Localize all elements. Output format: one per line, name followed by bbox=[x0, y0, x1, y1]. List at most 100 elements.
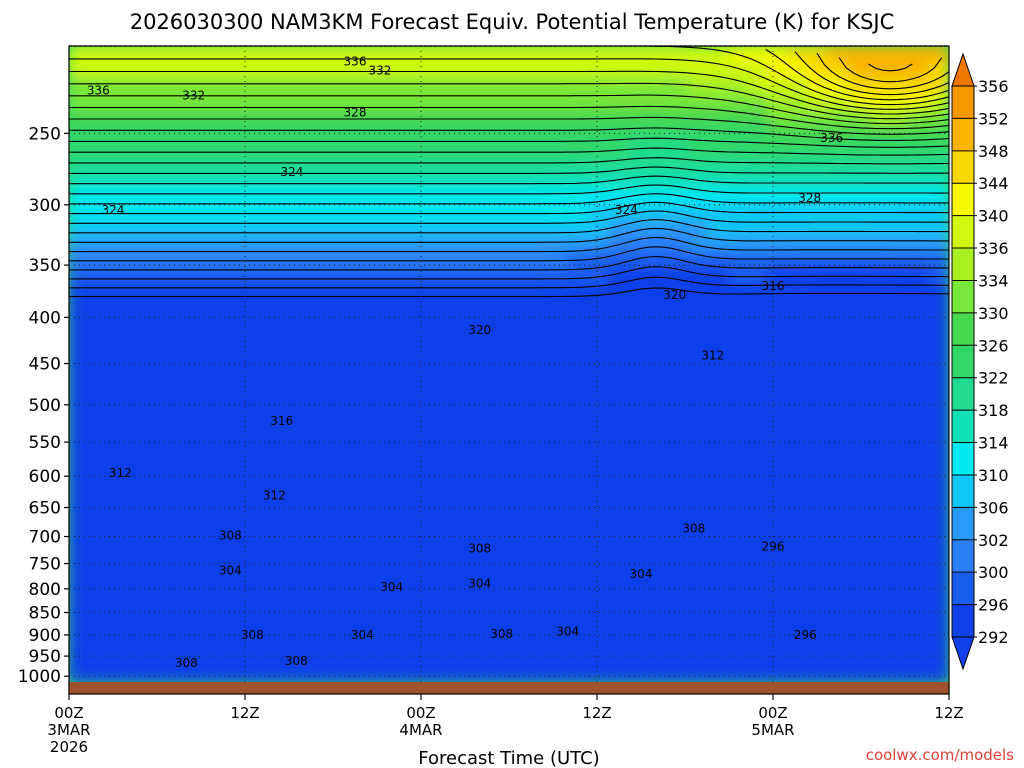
colorbar-label: 300 bbox=[978, 563, 1009, 582]
field-cell bbox=[268, 522, 290, 540]
field-cell bbox=[428, 585, 450, 604]
field-cell bbox=[228, 315, 250, 334]
field-cell bbox=[69, 299, 90, 318]
field-cell bbox=[748, 363, 770, 381]
field-cell bbox=[69, 537, 90, 556]
field-cell bbox=[568, 299, 590, 318]
field-cell bbox=[808, 156, 830, 175]
field-cell bbox=[468, 299, 490, 318]
field-cell bbox=[428, 299, 450, 318]
field-cell bbox=[528, 283, 550, 302]
field-cell bbox=[668, 490, 690, 509]
field-cell bbox=[69, 60, 90, 79]
field-cell bbox=[568, 633, 590, 652]
field-cell bbox=[228, 363, 250, 381]
colorbar-label: 318 bbox=[978, 401, 1009, 420]
field-cell bbox=[308, 410, 330, 429]
field-cell bbox=[388, 394, 410, 413]
field-cell bbox=[448, 633, 470, 652]
field-cell bbox=[848, 140, 870, 159]
field-cell bbox=[848, 315, 870, 334]
field-cell bbox=[168, 46, 190, 63]
field-cell bbox=[168, 649, 190, 668]
field-cell bbox=[628, 60, 650, 79]
field-cell bbox=[268, 76, 290, 95]
field-cell bbox=[428, 331, 450, 350]
field-cell bbox=[488, 46, 510, 63]
field-cell bbox=[308, 649, 330, 668]
field-cell bbox=[628, 140, 650, 159]
field-cell bbox=[328, 378, 350, 397]
field-cell bbox=[608, 569, 630, 588]
field-cell bbox=[628, 649, 650, 668]
y-tick-label: 350 bbox=[29, 256, 61, 276]
field-cell bbox=[468, 537, 490, 556]
field-cell bbox=[308, 665, 330, 682]
field-cell bbox=[588, 442, 610, 461]
field-cell bbox=[548, 108, 570, 127]
field-cell bbox=[188, 553, 210, 572]
field-cell bbox=[848, 60, 870, 79]
field-cell bbox=[668, 665, 690, 682]
field-cell bbox=[128, 347, 150, 365]
field-cell bbox=[308, 204, 330, 222]
field-cell bbox=[168, 665, 190, 682]
field-cell bbox=[768, 569, 790, 588]
field-cell bbox=[588, 458, 610, 477]
field-cell bbox=[168, 283, 190, 302]
contour-line-334 bbox=[69, 82, 949, 120]
contour-line-308 bbox=[69, 210, 949, 224]
field-cell bbox=[148, 267, 170, 286]
field-cell bbox=[468, 60, 490, 79]
field-cell bbox=[748, 617, 770, 636]
field-cell bbox=[588, 410, 610, 429]
field-cell bbox=[148, 458, 170, 477]
field-cell bbox=[388, 46, 410, 63]
field-cell bbox=[768, 490, 790, 509]
field-cell bbox=[848, 219, 870, 238]
field-cell bbox=[768, 299, 790, 318]
field-cell bbox=[108, 474, 130, 493]
field-cell bbox=[288, 394, 310, 413]
field-cell bbox=[688, 537, 710, 556]
field-cell bbox=[408, 410, 430, 429]
field-cell bbox=[768, 60, 790, 79]
field-cell bbox=[69, 92, 90, 111]
field-cell bbox=[208, 522, 230, 540]
field-cell bbox=[288, 665, 310, 682]
field-cell bbox=[188, 601, 210, 620]
field-cell bbox=[468, 665, 490, 682]
field-cell bbox=[788, 553, 810, 572]
field-cell bbox=[528, 363, 550, 381]
field-cell bbox=[108, 553, 130, 572]
field-cell bbox=[608, 172, 630, 191]
field-cell bbox=[828, 219, 850, 238]
field-cell bbox=[408, 283, 430, 302]
field-cell bbox=[668, 76, 690, 95]
field-cell bbox=[688, 108, 710, 127]
field-cell bbox=[568, 617, 590, 636]
field-cell bbox=[128, 474, 150, 493]
field-cell bbox=[728, 92, 750, 111]
field-cell bbox=[768, 315, 790, 334]
field-cell bbox=[868, 251, 890, 270]
field-cell bbox=[668, 649, 690, 668]
field-cell bbox=[828, 474, 850, 493]
field-cell bbox=[808, 490, 830, 509]
field-cell bbox=[608, 649, 630, 668]
field-cell bbox=[748, 394, 770, 413]
field-cell bbox=[168, 140, 190, 159]
field-cell bbox=[508, 617, 530, 636]
field-cell bbox=[908, 522, 930, 540]
field-cell bbox=[628, 458, 650, 477]
field-cell bbox=[628, 299, 650, 318]
field-cell bbox=[128, 108, 150, 127]
field-cell bbox=[848, 665, 870, 682]
field-cell bbox=[148, 665, 170, 682]
field-cell bbox=[888, 235, 910, 254]
field-cell bbox=[888, 633, 910, 652]
field-cell bbox=[628, 188, 650, 206]
field-cell bbox=[448, 219, 470, 238]
field-cell bbox=[868, 235, 890, 254]
